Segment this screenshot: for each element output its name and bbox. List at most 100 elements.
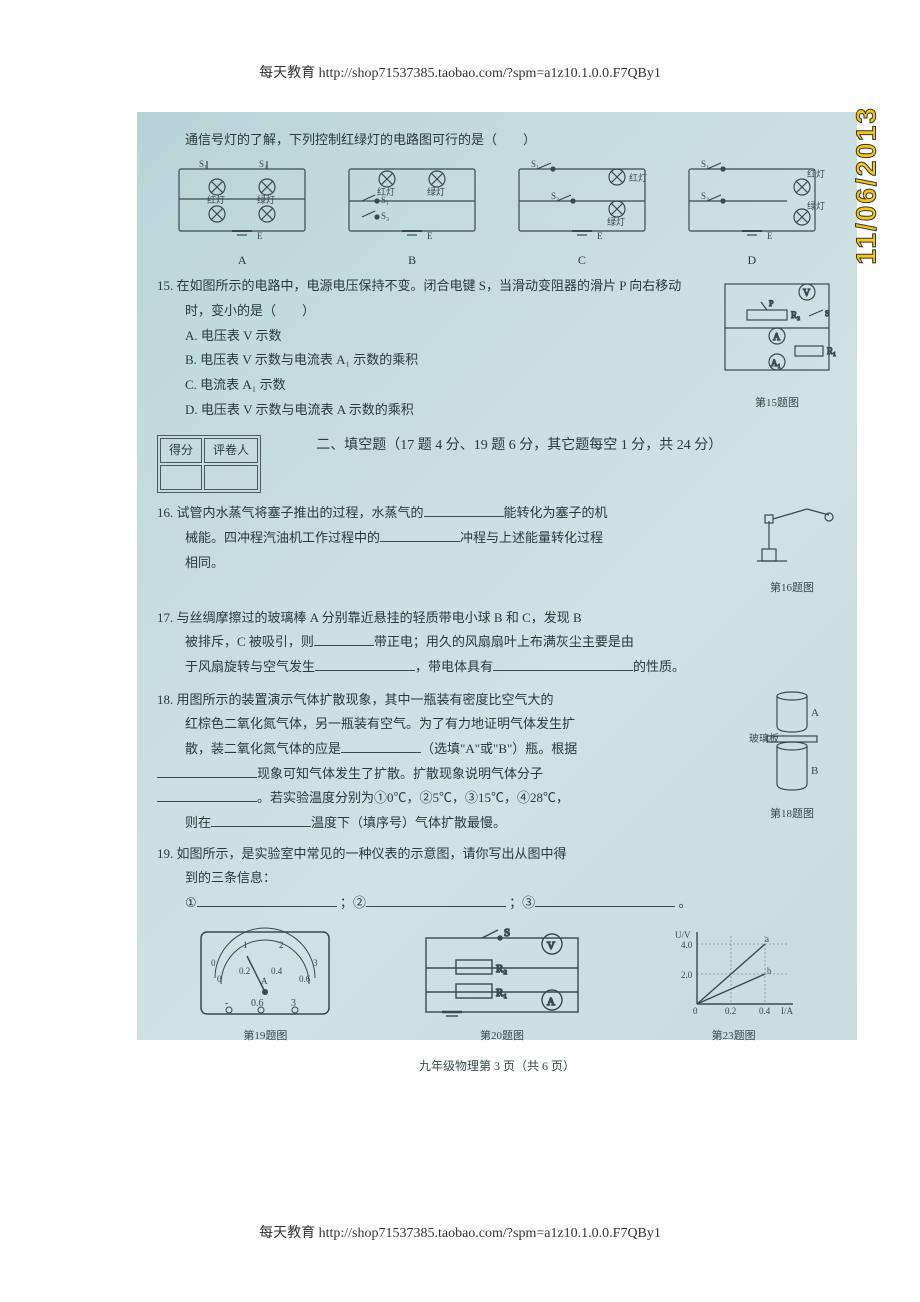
svg-text:S₁: S₁ (199, 159, 207, 169)
svg-text:0: 0 (217, 974, 222, 984)
page-footer: 每天教育 http://shop71537385.taobao.com/?spm… (0, 1222, 920, 1242)
svg-text:b: b (767, 966, 772, 976)
svg-text:3: 3 (313, 958, 318, 968)
q18-figure: A B 玻璃板 第18题图 (747, 688, 837, 824)
page-number: 九年级物理第 3 页（共 6 页） (157, 1057, 837, 1076)
q19: 19. 如图所示，是实验室中常见的一种仪表的示意图，请你写出从图中得 到的三条信… (157, 842, 837, 916)
svg-text:4.0: 4.0 (681, 940, 693, 950)
q15-opt-b: B. 电压表 V 示数与电流表 A₁ 示数的乘积 (157, 350, 709, 371)
svg-text:A: A (811, 707, 819, 719)
svg-text:0.6: 0.6 (299, 974, 311, 984)
blank (366, 893, 506, 907)
q16: 16. 试管内水蒸气将塞子推出的过程，水蒸气的能转化为塞子的机 械能。四冲程汽油… (157, 501, 837, 597)
figure-19: 0123 00.20.40.6 A -0.63 第19题图 (195, 926, 335, 1046)
circuit-option-b: 红灯 绿灯 S₁ S₃ E (337, 159, 487, 247)
blank (211, 813, 311, 827)
svg-text:V: V (803, 288, 811, 299)
blank (380, 528, 460, 542)
figure-20: S V R₂ R₁ A 第20题图 (412, 926, 592, 1046)
blank (535, 893, 675, 907)
q15-fig-label: 第15题图 (717, 395, 837, 413)
svg-text:V: V (547, 940, 555, 952)
circuit-options-row: S₁ S₂ 红灯 绿灯 E 红灯 绿灯 (157, 159, 837, 247)
svg-text:P: P (769, 299, 774, 308)
svg-text:I/A: I/A (781, 1006, 793, 1016)
svg-text:B: B (811, 765, 818, 777)
svg-text:S₁: S₁ (701, 159, 709, 169)
page-header: 每天教育 http://shop71537385.taobao.com/?spm… (0, 0, 920, 82)
q15-stem2: 时，变小的是（ ） (157, 301, 709, 322)
q18: 18. 用图所示的装置演示气体扩散现象，其中一瓶装有密度比空气大的 红棕色二氧化… (157, 688, 837, 836)
q15-figure: V R₂ P S A R₁ A₁ 第15题图 (717, 276, 837, 386)
blank (424, 503, 504, 517)
svg-text:E: E (597, 231, 603, 241)
svg-text:A₁: A₁ (771, 358, 781, 368)
svg-text:0.2: 0.2 (725, 1006, 736, 1016)
svg-text:玻璃板: 玻璃板 (749, 732, 779, 745)
svg-text:0: 0 (211, 958, 216, 968)
svg-text:E: E (427, 231, 433, 241)
svg-text:A: A (547, 996, 555, 1008)
svg-text:E: E (257, 231, 263, 241)
svg-text:红灯: 红灯 (207, 194, 225, 205)
svg-text:R₂: R₂ (791, 310, 800, 320)
blank (197, 893, 337, 907)
svg-text:R₁: R₁ (496, 987, 507, 999)
scanned-page: 11/06/2013 通信号灯的了解，下列控制红绿灯的电路图可行的是（ ） S₁… (137, 112, 857, 1040)
svg-text:1: 1 (243, 940, 248, 950)
blank (493, 657, 633, 671)
blank (157, 788, 257, 802)
q15-opt-c: C. 电流表 A₁ 示数 (157, 375, 709, 396)
svg-text:S₂: S₂ (259, 159, 267, 169)
svg-text:2: 2 (279, 940, 284, 950)
figure-23: U/V 4.0 2.0 0 0.2 0.4 I/A a b 第23题图 (669, 926, 799, 1046)
blank (314, 632, 374, 646)
svg-text:S₃: S₃ (381, 211, 389, 221)
svg-text:2.0: 2.0 (681, 970, 693, 980)
q15-stem: 15. 在如图所示的电路中，电源电压保持不变。闭合电键 S，当滑动变阻器的滑片 … (157, 276, 709, 297)
blank (315, 657, 415, 671)
svg-text:绿灯: 绿灯 (807, 200, 825, 211)
svg-text:0.4: 0.4 (759, 1006, 771, 1016)
svg-text:R₁: R₁ (827, 346, 836, 356)
date-stamp: 11/06/2013 (845, 106, 890, 265)
svg-text:红灯: 红灯 (629, 172, 647, 183)
svg-text:绿灯: 绿灯 (257, 194, 275, 205)
svg-text:红灯: 红灯 (807, 168, 825, 179)
q16-fig-label: 第16题图 (747, 580, 837, 598)
blank (157, 764, 257, 778)
svg-text:U/V: U/V (675, 930, 691, 940)
svg-text:0: 0 (693, 1006, 698, 1016)
circuit-option-d: S₁ 红灯 S₂ 绿灯 E (677, 159, 827, 247)
svg-text:E: E (767, 231, 773, 241)
q14-intro: 通信号灯的了解，下列控制红绿灯的电路图可行的是（ ） (157, 130, 837, 151)
q18-fig-label: 第18题图 (747, 806, 837, 824)
q15-opt-a: A. 电压表 V 示数 (157, 326, 709, 347)
header-text: 每天教育 http://shop71537385.taobao.com/?spm… (259, 66, 661, 81)
svg-text:0.4: 0.4 (271, 966, 283, 976)
q17: 17. 与丝绸摩擦过的玻璃棒 A 分别靠近悬挂的轻质带电小球 B 和 C，发现 … (157, 606, 837, 680)
circuit-option-a: S₁ S₂ 红灯 绿灯 E (167, 159, 317, 247)
svg-text:R₂: R₂ (496, 963, 507, 975)
svg-text:S₂: S₂ (701, 191, 709, 201)
option-labels: A B C D (157, 251, 837, 270)
q15: 15. 在如图所示的电路中，电源电压保持不变。闭合电键 S，当滑动变阻器的滑片 … (157, 276, 837, 425)
bottom-figures-row: 0123 00.20.40.6 A -0.63 第19题图 (157, 926, 837, 1046)
svg-text:0.2: 0.2 (239, 966, 250, 976)
svg-text:绿灯: 绿灯 (607, 216, 625, 227)
svg-text:S: S (504, 927, 510, 939)
section2-title: 二、填空题（17 题 4 分、19 题 6 分，其它题每空 1 分，共 24 分… (316, 435, 722, 457)
blank (341, 739, 421, 753)
section2-header: 得分评卷人 二、填空题（17 题 4 分、19 题 6 分，其它题每空 1 分，… (157, 435, 837, 493)
score-table: 得分评卷人 (157, 435, 261, 493)
q16-figure: 第16题图 (747, 501, 837, 597)
svg-text:S₂: S₂ (551, 191, 559, 201)
svg-text:S₁: S₁ (381, 195, 389, 205)
svg-text:绿灯: 绿灯 (427, 186, 445, 197)
svg-text:A: A (773, 332, 781, 343)
circuit-option-c: S₁ 红灯 S₂ 绿灯 E (507, 159, 657, 247)
footer-text: 每天教育 http://shop71537385.taobao.com/?spm… (259, 1226, 661, 1241)
svg-text:a: a (765, 934, 769, 944)
q15-opt-d: D. 电压表 V 示数与电流表 A 示数的乘积 (157, 400, 709, 421)
svg-text:S₁: S₁ (531, 159, 539, 169)
